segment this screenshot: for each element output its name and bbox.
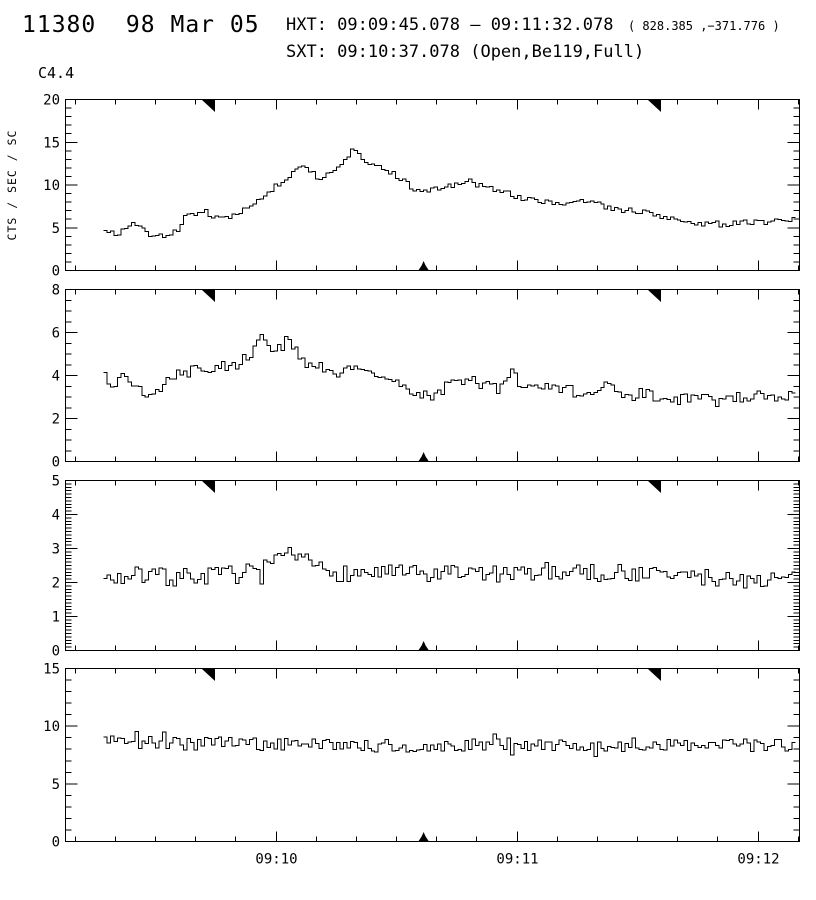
y-tick-label: 15 <box>43 135 60 151</box>
y-tick-label: 2 <box>52 576 60 592</box>
panel-1: 0 5 10 15 20 <box>43 93 800 280</box>
x-axis-tick-labels: 09:10 09:11 09:12 <box>255 852 779 868</box>
y-tick-label: 0 <box>52 835 60 851</box>
y-tick-label: 5 <box>52 221 60 237</box>
light-curve <box>103 546 796 589</box>
goes-class-label: C4.4 <box>38 64 75 82</box>
y-tick-label: 0 <box>52 455 60 471</box>
hxt-start-marker-icon <box>202 290 216 302</box>
panel-3: 0 1 2 3 4 5 <box>52 474 800 660</box>
y-tick-label: 20 <box>43 93 60 109</box>
sxt-time-marker-icon <box>418 641 429 650</box>
panel-frame <box>65 480 800 651</box>
sxt-time-marker-icon <box>418 452 429 461</box>
hxt-end-marker-icon <box>648 100 662 112</box>
axis-ticks <box>65 480 800 651</box>
hxt-times: HXT: 09:09:45.078 – 09:11:32.078 <box>286 15 614 35</box>
axis-ticks <box>65 289 800 462</box>
y-tick-label: 1 <box>52 610 60 626</box>
y-tick-label: 5 <box>52 474 60 490</box>
y-tick-label: 6 <box>52 326 60 342</box>
hxt-end-marker-icon <box>648 290 662 302</box>
hxt-start-marker-icon <box>202 669 216 681</box>
x-tick-label: 09:11 <box>496 852 538 868</box>
hxt-coordinates: ( 828.385 ,−371.776 ) <box>613 19 780 33</box>
y-tick-label: 15 <box>43 662 60 678</box>
sxt-time-marker-icon <box>418 261 429 270</box>
light-curve <box>103 148 796 238</box>
y-tick-label: 8 <box>52 283 60 299</box>
hxt-end-marker-icon <box>648 669 662 681</box>
panel-frame <box>65 289 800 462</box>
y-tick-label: 4 <box>52 369 60 385</box>
y-tick-label: 0 <box>52 644 60 660</box>
axis-ticks <box>65 668 800 842</box>
observation-id-date: 11380 98 Mar 05 <box>22 12 260 38</box>
hxt-time-range: HXT: 09:09:45.078 – 09:11:32.078 ( 828.3… <box>286 15 780 35</box>
y-tick-label: 4 <box>52 508 60 524</box>
y-tick-label: 5 <box>52 777 60 793</box>
x-tick-label: 09:12 <box>737 852 779 868</box>
y-tick-label: 10 <box>43 178 60 194</box>
y-tick-label: 3 <box>52 542 60 558</box>
sxt-exposure-info: SXT: 09:10:37.078 (Open,Be119,Full) <box>286 42 645 62</box>
y-tick-label: 0 <box>52 264 60 280</box>
light-curve <box>103 334 796 407</box>
panel-4: 0 5 10 15 <box>43 662 800 851</box>
panel-2: 0 2 4 6 8 <box>52 283 800 471</box>
light-curve <box>103 731 796 757</box>
y-tick-label: 10 <box>43 719 60 735</box>
hxt-end-marker-icon <box>648 481 662 493</box>
hxt-start-marker-icon <box>202 100 216 112</box>
x-tick-label: 09:10 <box>255 852 297 868</box>
y-axis-label: CTS / SEC / SC <box>5 130 19 241</box>
axis-ticks <box>65 99 800 271</box>
panel-frame <box>65 99 800 271</box>
sxt-time-marker-icon <box>418 832 429 841</box>
panel-frame <box>65 668 800 842</box>
y-tick-label: 2 <box>52 412 60 428</box>
hxt-start-marker-icon <box>202 481 216 493</box>
